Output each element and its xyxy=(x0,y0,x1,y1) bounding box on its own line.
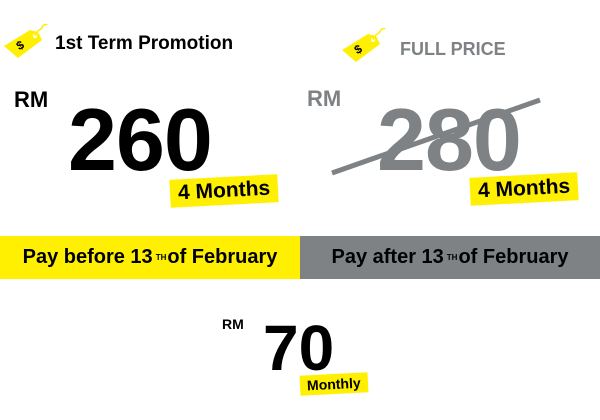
strike-through-line xyxy=(331,97,541,176)
pay-before-band: Pay before 13 TH of February xyxy=(0,236,300,279)
price-tag-icon: $ xyxy=(342,27,386,62)
band-text: Pay before 13 xyxy=(22,246,153,268)
full-price-title: FULL PRICE xyxy=(400,39,506,59)
promo-duration-badge: 4 Months xyxy=(169,174,279,208)
promo-title: 1st Term Promotion xyxy=(55,33,234,54)
band-superscript: TH xyxy=(446,253,458,262)
price-tag-icon: $ xyxy=(4,23,48,58)
pay-after-band: Pay after 13 TH of February xyxy=(300,236,600,279)
monthly-currency: RM xyxy=(222,316,244,332)
band-text: Pay after 13 xyxy=(331,246,444,268)
full-duration-badge: 4 Months xyxy=(469,172,579,206)
band-text: of February xyxy=(167,246,278,268)
band-text: of February xyxy=(458,246,569,268)
monthly-badge: Monthly xyxy=(299,372,369,396)
promo-price: 260 xyxy=(68,90,213,189)
band-superscript: TH xyxy=(155,253,167,262)
full-currency: RM xyxy=(307,86,342,111)
monthly-price: 70 xyxy=(263,312,335,384)
promo-currency: RM xyxy=(14,87,49,112)
full-price: 280 xyxy=(377,90,522,189)
